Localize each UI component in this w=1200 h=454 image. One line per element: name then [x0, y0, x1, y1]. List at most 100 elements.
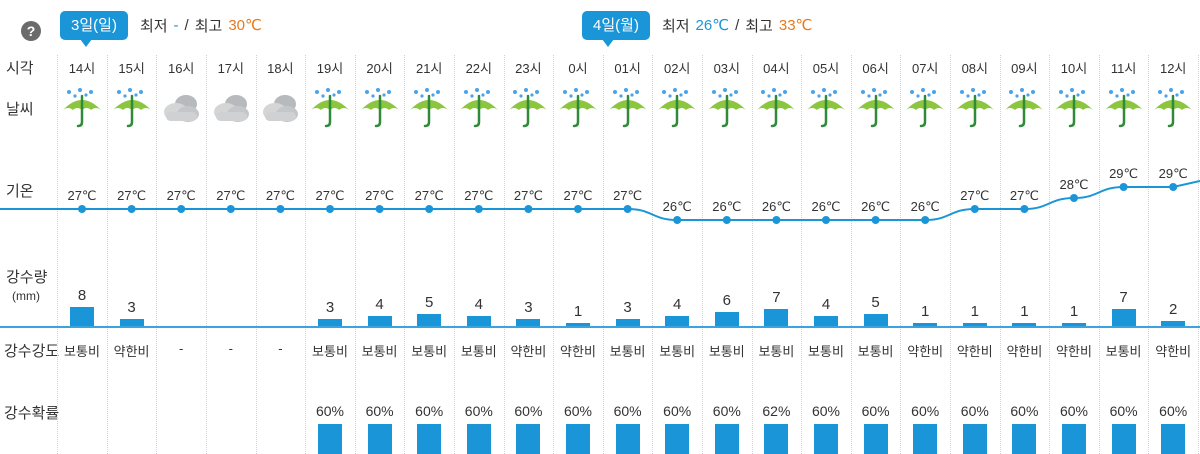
grid-divider [354, 55, 356, 454]
probability-value: 60% [1010, 403, 1039, 419]
probability-value: 60% [960, 403, 989, 419]
min-label: 최저 [661, 17, 690, 35]
temperature-point [772, 216, 781, 224]
probability-bar [615, 424, 640, 454]
max-label: 최고 [745, 17, 773, 35]
intensity-label: - [179, 341, 184, 356]
day-badge-3[interactable]: 3일(일) [60, 10, 128, 47]
probability-bar [764, 424, 789, 454]
intensity-label: 약한비 [1056, 344, 1092, 359]
precip-value: 5 [425, 294, 434, 311]
rain-umbrella-icon [953, 86, 997, 130]
probability-bar [962, 424, 987, 454]
day-header-3: 3일(일) 최저 - / 최고 30℃ [60, 9, 262, 47]
probability-bar [665, 424, 690, 454]
grid-divider [652, 55, 654, 454]
temperature-point [623, 205, 632, 213]
rain-umbrella-icon [60, 86, 104, 130]
precip-value: 8 [77, 286, 87, 304]
hour-label: 16시 [167, 61, 195, 76]
hour-label: 06시 [862, 61, 889, 76]
day-badge-4[interactable]: 4일(월) [582, 10, 650, 47]
row-label-precip-unit: (mm) [12, 289, 40, 303]
temperature-label: 26℃ [712, 199, 742, 214]
hour-label: 0시 [568, 61, 588, 76]
probability-value: 60% [811, 403, 841, 419]
temperature-point [127, 205, 136, 213]
precip-value: 1 [921, 303, 930, 320]
probability-bar [714, 424, 739, 454]
precip-value: 1 [1069, 303, 1079, 320]
grid-divider [503, 55, 505, 454]
precip-bar [764, 309, 789, 326]
temperature-point [822, 216, 830, 224]
precip-value: 3 [623, 298, 632, 316]
precip-bar [70, 306, 94, 326]
grid-divider [1198, 55, 1199, 454]
grid-divider [454, 55, 455, 454]
precip-value: 3 [127, 298, 136, 316]
precip-bar [1012, 323, 1037, 326]
row-label-intensity: 강수강도 [4, 343, 60, 360]
day-header-4: 4일(월) 최저 26℃ / 최고 33℃ [582, 9, 812, 47]
intensity-label: 약한비 [1155, 344, 1192, 359]
probability-bar [516, 424, 541, 454]
probability-bar [1111, 424, 1136, 454]
temperature-label: 27℃ [513, 188, 543, 203]
grid-divider [999, 55, 1001, 454]
grid-divider [702, 55, 703, 454]
grid-divider [950, 55, 951, 454]
temperature-label: 27℃ [315, 188, 345, 203]
precip-value: 4 [821, 296, 831, 314]
intensity-label: - [278, 341, 283, 356]
help-button[interactable]: ? [21, 21, 41, 41]
max-value: 30℃ [228, 17, 262, 34]
intensity-label: 약한비 [956, 344, 993, 359]
intensity-label: 보통비 [1105, 344, 1142, 359]
precip-baseline [0, 326, 1200, 328]
probability-bar [417, 424, 442, 454]
rain-umbrella-icon [457, 86, 501, 130]
precip-value: 5 [871, 294, 880, 311]
intensity-label: 보통비 [361, 344, 398, 359]
grid-divider [106, 55, 108, 454]
temperature-label: 26℃ [662, 199, 692, 214]
grid-divider [1098, 55, 1100, 454]
temperature-point [1070, 194, 1078, 202]
grid-divider [1049, 55, 1051, 454]
hour-label: 18시 [267, 61, 294, 76]
temperature-label: 27℃ [563, 188, 593, 203]
precip-bar [814, 316, 838, 326]
intensity-label: 약한비 [113, 344, 150, 359]
min-value: 26℃ [695, 17, 730, 34]
temperature-point [226, 205, 235, 213]
row-label-time: 시각 [6, 60, 34, 77]
row-label-probability: 강수확률 [4, 405, 60, 422]
intensity-label: 약한비 [560, 344, 596, 359]
probability-value: 60% [415, 403, 444, 419]
intensity-label: 보통비 [758, 344, 795, 359]
hour-label: 21시 [415, 61, 443, 76]
hour-label: 22시 [465, 61, 492, 76]
rain-umbrella-icon [1151, 86, 1195, 130]
temperature-label: 26℃ [811, 199, 841, 214]
intensity-label: 보통비 [857, 344, 894, 359]
temperature-point [524, 205, 533, 213]
probability-value: 60% [663, 403, 692, 419]
hour-label: 01시 [614, 61, 641, 76]
hour-label: 03시 [713, 61, 740, 76]
probability-value: 60% [613, 403, 642, 419]
intensity-label: 보통비 [808, 344, 844, 359]
temperature-label: 26℃ [861, 199, 891, 214]
probability-bar [367, 424, 392, 454]
grid-divider [801, 55, 803, 454]
temperature-point [673, 216, 682, 224]
rain-umbrella-icon [358, 86, 402, 130]
min-value: - [173, 16, 179, 34]
precip-value: 1 [970, 303, 979, 320]
rain-umbrella-icon [606, 86, 650, 130]
row-label-temperature: 기온 [6, 183, 34, 200]
precip-bar [367, 316, 392, 326]
hour-label: 12시 [1159, 61, 1187, 76]
precip-value: 7 [772, 289, 781, 307]
